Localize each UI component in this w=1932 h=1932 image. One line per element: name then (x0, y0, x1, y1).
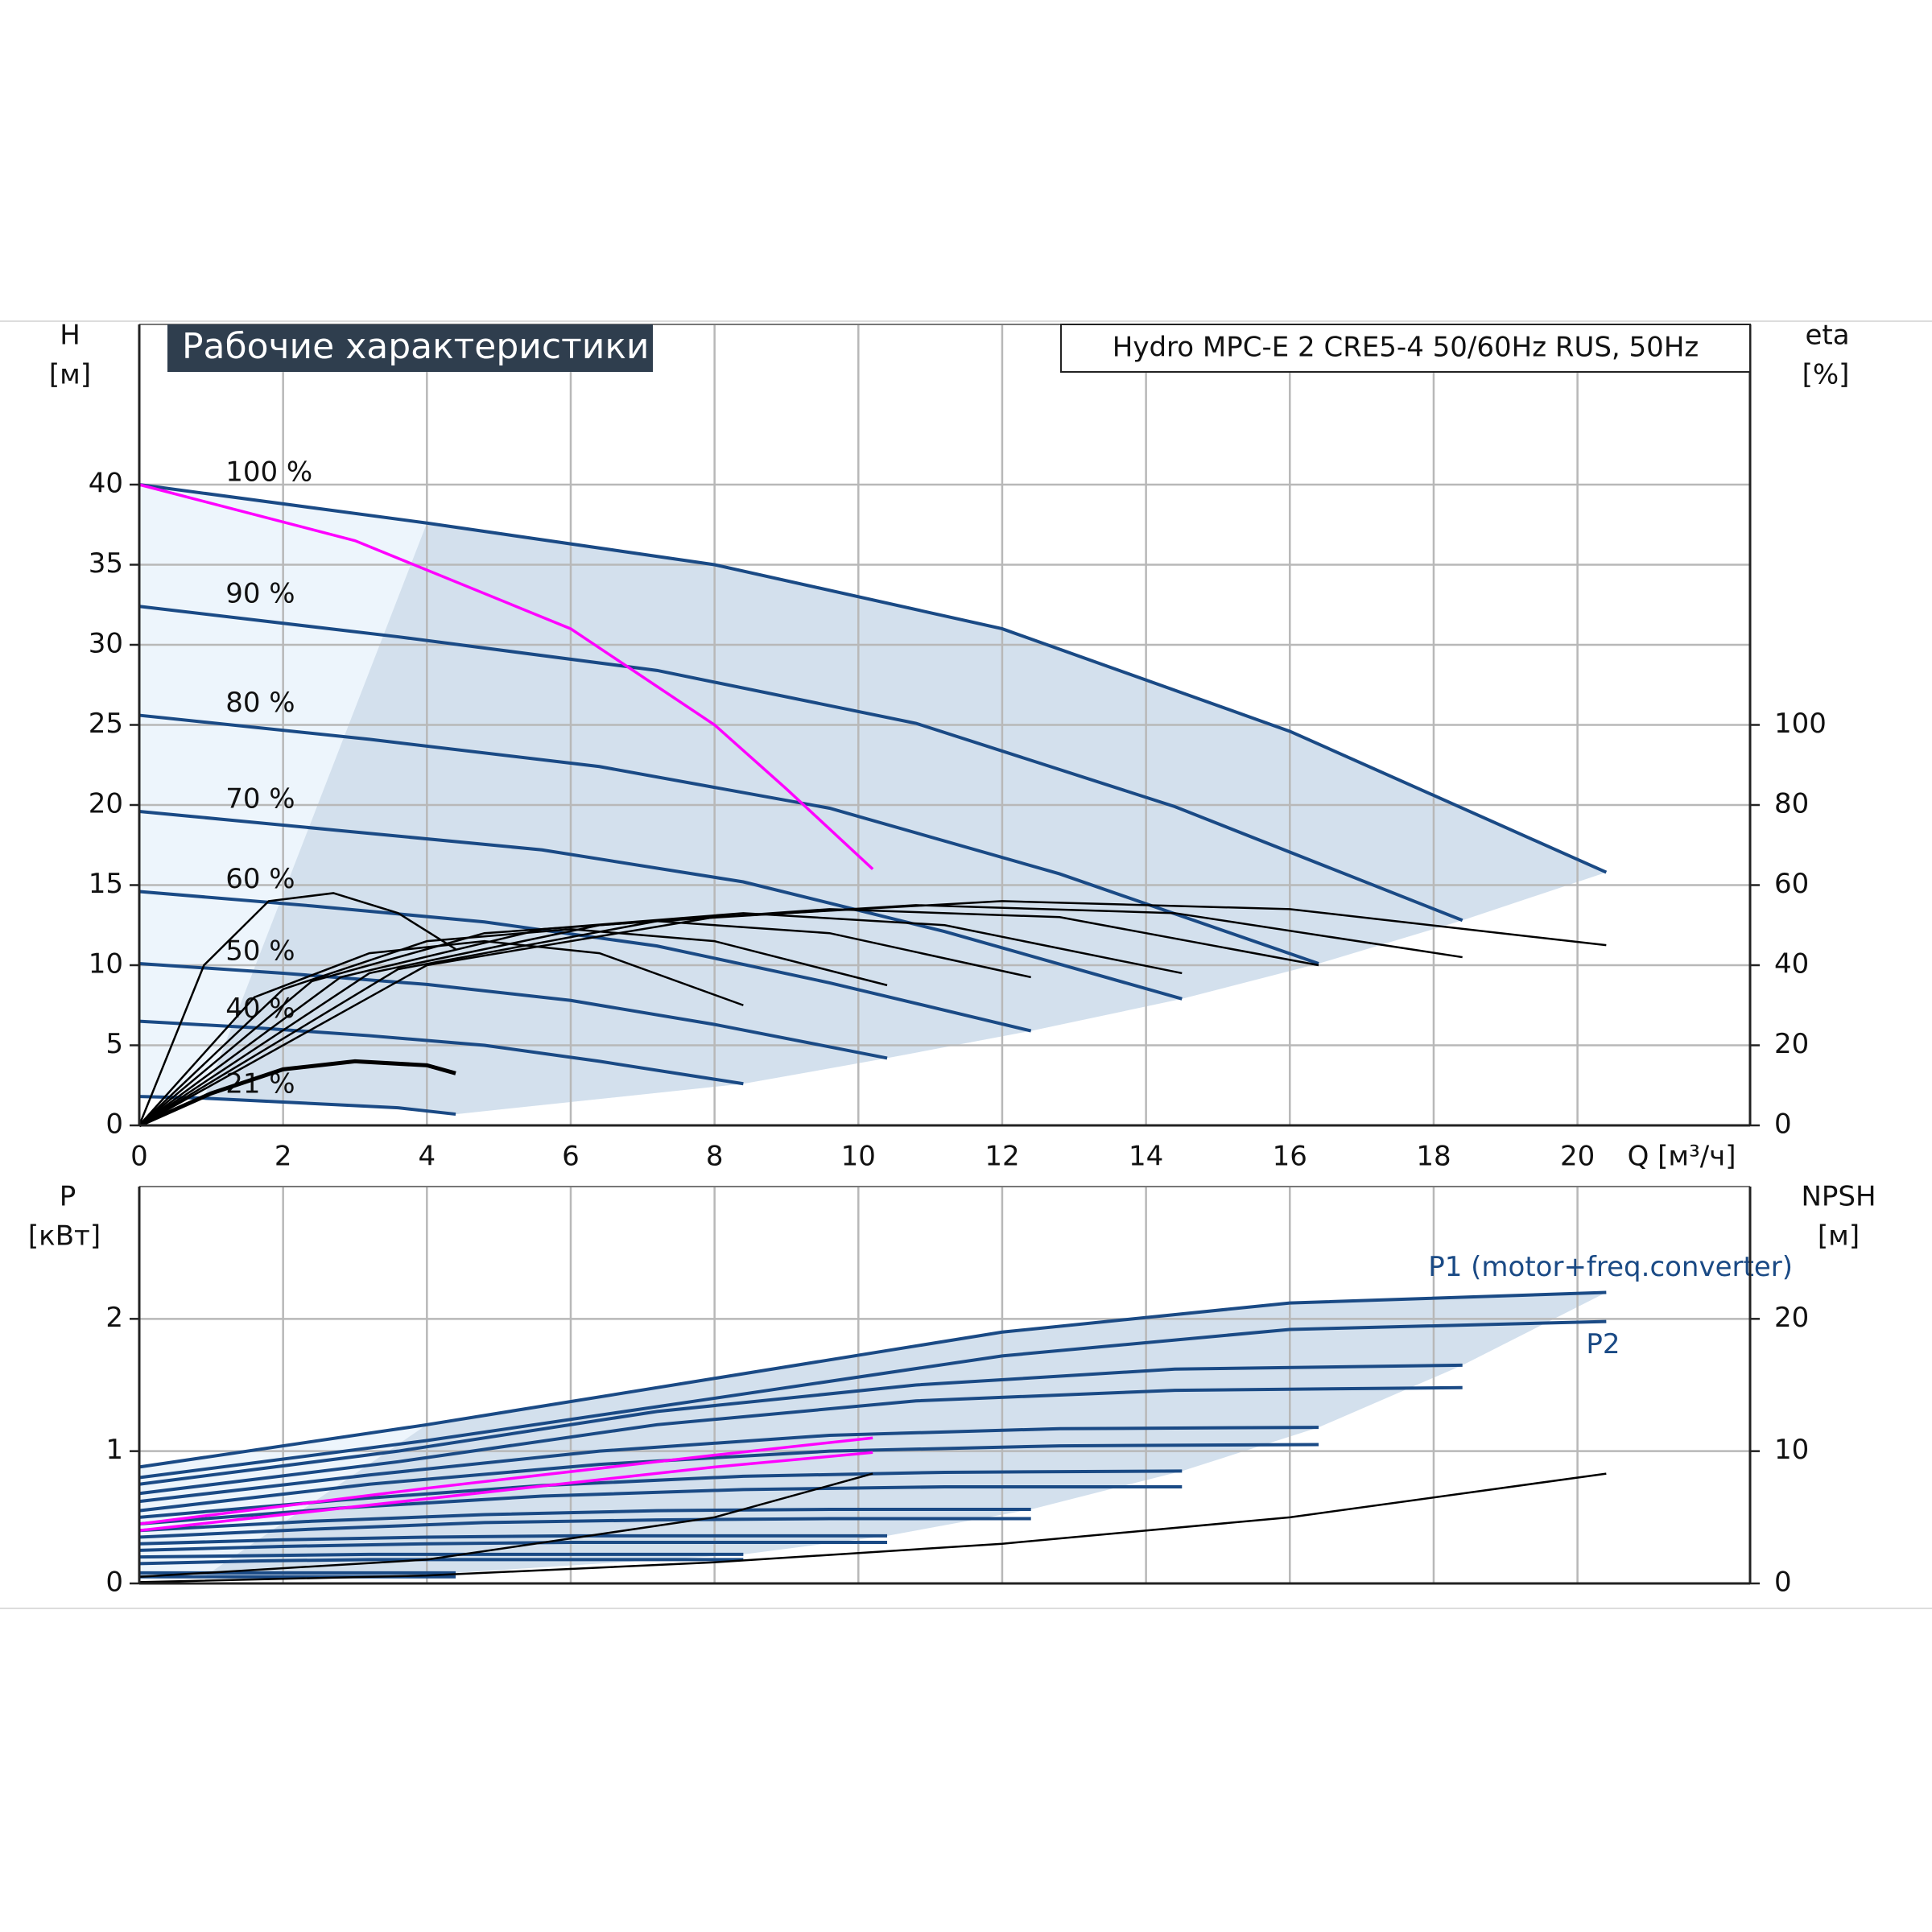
x-tick-label: 12 (985, 1141, 1019, 1173)
series-line (138, 1541, 888, 1552)
series-label: P1 (motor+freq.converter) (1428, 1251, 1793, 1283)
y-tick-label: 40 (89, 468, 123, 500)
y-tick-label: 30 (89, 628, 123, 660)
series-line (138, 1472, 873, 1579)
series-line (138, 927, 888, 1126)
x-tick-label: 4 (419, 1141, 436, 1173)
x-tick-label: 16 (1273, 1141, 1307, 1173)
series-line (138, 1019, 744, 1086)
series-line (138, 1451, 873, 1533)
series-line (138, 939, 744, 1126)
series-line (138, 892, 456, 1126)
y2-axis-label: eta (1805, 320, 1849, 352)
y-axis-unit: [кВт] (28, 1220, 101, 1253)
y2-tick-label: 0 (1774, 1567, 1792, 1599)
series-line (138, 1363, 1463, 1486)
y-tick-label: 20 (89, 788, 123, 820)
series-line (138, 962, 888, 1060)
series-line (138, 1517, 1031, 1539)
y-tick-label: 15 (89, 868, 123, 900)
series-line (138, 1534, 888, 1546)
y-tick-label: 1 (105, 1434, 123, 1466)
y-tick-label: 2 (105, 1302, 123, 1334)
chart-title: Рабочие характеристики (182, 326, 650, 367)
x-tick-label: 0 (130, 1141, 148, 1173)
series-line (138, 1552, 744, 1559)
x-tick-label: 8 (706, 1141, 724, 1173)
product-name: Hydro MPC-E 2 CRE5-4 50/60Hz RUS, 50Hz (1113, 332, 1699, 364)
operating-range (204, 522, 1607, 1115)
y2-tick-label: 0 (1774, 1108, 1792, 1141)
y-tick-label: 5 (105, 1028, 123, 1060)
series-line (138, 890, 1032, 1033)
series-line (138, 1385, 1463, 1496)
y-tick-label: 35 (89, 547, 123, 580)
series-line (138, 920, 1031, 1126)
series-line (138, 605, 1463, 923)
series-line (138, 1095, 456, 1117)
curve-label: 80 % (225, 687, 295, 719)
y2-tick-label: 60 (1774, 868, 1809, 900)
y2-tick-label: 20 (1774, 1028, 1809, 1060)
y2-tick-label: 100 (1774, 708, 1827, 740)
curve-label: 100 % (225, 456, 312, 489)
curve-label: 60 % (225, 863, 295, 895)
series-line (138, 1507, 1031, 1533)
series-label: P2 (1586, 1328, 1620, 1360)
x-tick-label: 2 (275, 1141, 292, 1173)
series-line (138, 1472, 1607, 1583)
y-axis-unit: [м] (49, 359, 91, 391)
title-box (167, 324, 653, 372)
plots: 0 2 4 6 8 10 12 14 16 18 2005101520253035400204060… (89, 324, 1827, 1599)
y2-tick-label: 80 (1774, 788, 1809, 820)
series-line (138, 908, 1319, 1127)
x-tick-label: 6 (562, 1141, 580, 1173)
x-tick-label: 10 (841, 1141, 876, 1173)
series-line (138, 713, 1319, 965)
y-tick-label: 25 (89, 708, 123, 740)
x-tick-label: 20 (1560, 1141, 1595, 1173)
series-line (138, 1443, 1319, 1513)
series-line (138, 1436, 873, 1525)
y2-tick-label: 40 (1774, 948, 1809, 980)
y2-tick-label: 10 (1774, 1434, 1809, 1466)
series-line (138, 1290, 1607, 1469)
y2-axis-label: NPSH (1801, 1181, 1876, 1213)
series-line (138, 1059, 456, 1128)
y-tick-label: 10 (89, 948, 123, 980)
y2-tick-label: 20 (1774, 1302, 1809, 1334)
series-line (138, 483, 874, 870)
y-axis-label: P (60, 1181, 76, 1213)
series-line (138, 1319, 1607, 1480)
y-tick-label: 0 (105, 1567, 123, 1599)
x-tick-label: 14 (1129, 1141, 1163, 1173)
product-box (1060, 324, 1751, 373)
x-axis-label: Q [м³/ч] (1628, 1141, 1736, 1173)
curve-label: 50 % (225, 935, 295, 968)
curve-label: 90 % (225, 578, 295, 610)
series-line (138, 809, 1183, 1001)
y-tick-label: 0 (105, 1108, 123, 1141)
curve-label: 40 % (225, 993, 295, 1025)
series-line (138, 483, 1608, 874)
y2-axis-unit: [м] (1818, 1220, 1860, 1253)
curve-label: 70 % (225, 782, 295, 815)
series-line (138, 1426, 1319, 1504)
y-axis-label: H (60, 320, 80, 352)
x-tick-label: 18 (1416, 1141, 1451, 1173)
y2-axis-unit: [%] (1802, 359, 1850, 391)
